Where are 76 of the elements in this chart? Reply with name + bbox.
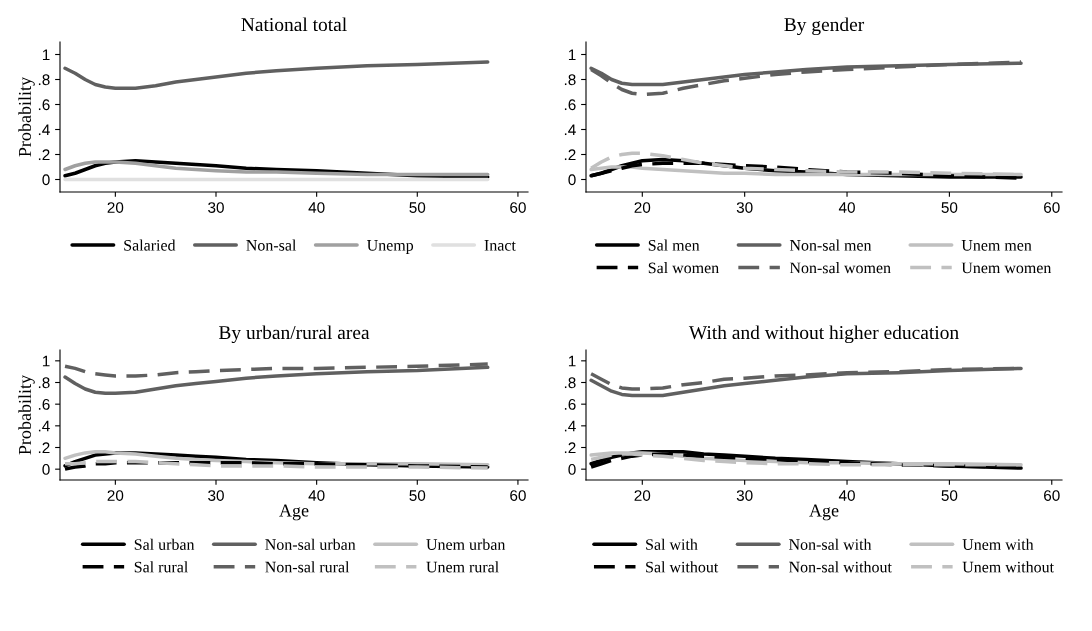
y-tick-label: .6: [564, 99, 576, 111]
y-tick-label: .4: [564, 124, 576, 136]
y-tick-label: .2: [564, 442, 576, 454]
legend-label: Unem without: [962, 561, 1054, 573]
x-tick-label: 50: [941, 490, 958, 501]
legend-label: Non-sal without: [789, 561, 892, 573]
legend-label: Sal with: [646, 538, 698, 550]
legend-label: Inact: [484, 240, 516, 251]
legend-label: Unemp: [367, 240, 414, 254]
legend-label: Salaried: [124, 239, 176, 251]
y-tick-label: .2: [38, 149, 50, 161]
x-tick-label: 60: [510, 202, 526, 213]
line-series: [63, 365, 490, 396]
x-tick-label: 40: [308, 202, 325, 213]
x-tick-label: 60: [510, 490, 526, 501]
x-tick-label: 20: [107, 202, 124, 213]
legend-label: Unem men: [961, 240, 1032, 251]
y-tick-label: 1: [42, 355, 50, 367]
y-tick-label: 0: [568, 174, 576, 186]
y-tick-label: 1: [42, 49, 50, 61]
x-tick-label: 30: [736, 490, 753, 501]
y-tick-label: 0: [42, 464, 50, 475]
y-tick-label: 0: [568, 464, 576, 475]
y-tick-label: .8: [564, 74, 576, 86]
chart-title: By gender: [784, 17, 865, 36]
y-tick-label: .6: [38, 99, 50, 111]
chart-title: With and without higher education: [688, 325, 959, 344]
y-tick-label: .4: [38, 124, 50, 136]
x-tick-label: 30: [208, 202, 224, 213]
line-series: [63, 60, 490, 90]
y-tick-label: 1: [568, 355, 576, 367]
x-tick-label: 40: [308, 490, 325, 501]
legend-label: Sal rural: [134, 561, 188, 573]
x-tick-label: 50: [409, 490, 426, 501]
x-axis-title: Age: [279, 504, 309, 521]
y-tick-label: 0: [42, 174, 50, 186]
legend-label: Non-sal rural: [265, 561, 350, 573]
x-tick-label: 20: [107, 490, 124, 501]
x-tick-label: 30: [736, 202, 753, 213]
x-tick-label: 20: [634, 202, 651, 213]
y-tick-label: 1: [568, 49, 576, 61]
y-tick-label: .8: [38, 74, 50, 86]
x-tick-label: 30: [208, 490, 224, 501]
x-tick-label: 40: [838, 490, 855, 501]
y-tick-label: .2: [564, 149, 576, 161]
chart-title: By urban/rural area: [218, 325, 370, 344]
legend-label: Unem with: [962, 538, 1034, 550]
legend-label: Sal urban: [134, 538, 195, 550]
x-tick-label: 60: [1044, 202, 1060, 213]
x-axis-title: Age: [809, 504, 839, 521]
x-tick-label: 60: [1044, 490, 1060, 501]
y-axis-title: Probability: [18, 374, 35, 455]
y-tick-label: .2: [38, 442, 50, 454]
chart-title: National total: [241, 17, 347, 32]
legend-label: Sal women: [648, 262, 719, 274]
legend-label: Non-sal women: [789, 262, 891, 274]
legend-label: Sal men: [648, 239, 700, 251]
legend-label: Non-sal with: [789, 538, 872, 550]
y-tick-label: .8: [564, 377, 576, 389]
legend-label: Unem rural: [426, 561, 499, 573]
legend-label: Unem women: [961, 262, 1052, 274]
x-tick-label: 50: [941, 202, 958, 213]
y-tick-label: .8: [38, 377, 50, 389]
legend-label: Non-sal men: [789, 239, 872, 251]
legend-label: Unem urban: [426, 538, 506, 550]
legend-label: Non-sal: [246, 239, 297, 251]
x-tick-label: 20: [634, 490, 651, 501]
y-axis-title: Probability: [18, 76, 35, 157]
legend-label: Non-sal urban: [265, 538, 356, 550]
y-tick-label: .4: [564, 420, 576, 432]
y-tick-label: .6: [564, 399, 576, 410]
x-tick-label: 40: [838, 202, 855, 213]
y-tick-label: .4: [38, 420, 50, 432]
legend-label: Sal without: [646, 561, 719, 573]
y-tick-label: .6: [38, 399, 50, 410]
x-tick-label: 50: [409, 202, 426, 213]
